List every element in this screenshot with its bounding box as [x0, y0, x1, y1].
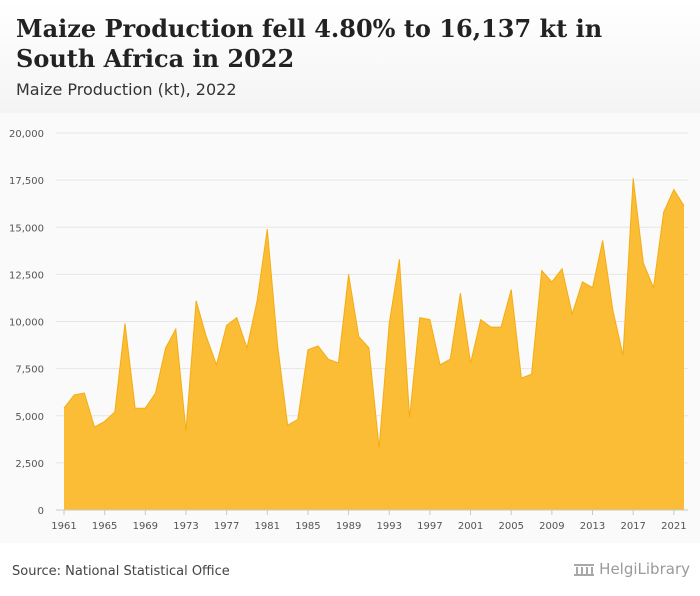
x-tick-label: 2005: [498, 521, 523, 532]
data-point: [530, 372, 534, 376]
y-tick-label: 0: [38, 506, 44, 517]
data-point: [286, 423, 290, 427]
data-point: [509, 287, 513, 291]
data-point: [591, 286, 595, 290]
data-point: [631, 176, 635, 180]
data-point: [519, 376, 523, 380]
y-tick-label: 17,500: [9, 176, 44, 187]
data-point: [621, 353, 625, 357]
data-point: [296, 418, 300, 422]
x-tick-label: 1961: [51, 521, 76, 532]
y-tick-label: 5,000: [15, 412, 44, 423]
y-tick-label: 15,000: [9, 223, 44, 234]
data-point: [82, 391, 86, 395]
data-point: [235, 316, 239, 320]
data-point: [438, 363, 442, 367]
data-point: [458, 291, 462, 295]
data-point: [387, 321, 391, 325]
x-tick-label: 1977: [214, 521, 239, 532]
data-point: [357, 335, 361, 339]
x-tick-label: 1989: [336, 521, 361, 532]
data-point: [225, 323, 229, 327]
data-point: [611, 308, 615, 312]
library-columns-icon: [574, 564, 595, 576]
data-point: [153, 391, 157, 395]
x-tick-label: 2021: [661, 521, 686, 532]
data-point: [92, 425, 96, 429]
data-point: [408, 416, 412, 420]
data-point: [448, 357, 452, 361]
data-point: [469, 361, 473, 365]
data-point: [641, 261, 645, 265]
x-tick-label: 2001: [458, 521, 483, 532]
x-tick-label: 1965: [92, 521, 117, 532]
data-point: [601, 238, 605, 242]
data-point: [652, 286, 656, 290]
y-tick-label: 2,500: [15, 459, 44, 470]
x-tick-label: 2017: [620, 521, 645, 532]
data-point: [662, 210, 666, 214]
data-point: [245, 346, 249, 350]
data-point: [550, 280, 554, 284]
data-point: [133, 406, 137, 410]
data-point: [306, 348, 310, 352]
data-point: [275, 342, 279, 346]
chart-title: Maize Production fell 4.80% to 16,137 kt…: [16, 14, 603, 73]
data-point: [174, 327, 178, 331]
x-tick-label: 1981: [255, 521, 280, 532]
data-point: [570, 312, 574, 316]
data-point: [204, 335, 208, 339]
data-point: [316, 344, 320, 348]
data-point: [479, 318, 483, 322]
data-point: [72, 393, 76, 397]
x-tick-label: 1973: [173, 521, 198, 532]
data-point: [123, 321, 127, 325]
data-point: [113, 410, 117, 414]
data-point: [214, 363, 218, 367]
source-note: Source: National Statistical Office: [12, 564, 230, 579]
data-point: [580, 280, 584, 284]
data-point: [336, 361, 340, 365]
data-point: [103, 419, 107, 423]
data-point: [143, 406, 147, 410]
data-point: [377, 446, 381, 450]
data-point: [347, 272, 351, 276]
chart-header: Maize Production fell 4.80% to 16,137 kt…: [0, 0, 700, 113]
data-point: [682, 204, 686, 208]
data-point: [194, 299, 198, 303]
x-tick-label: 1997: [417, 521, 442, 532]
maize-area-fill: [64, 178, 684, 511]
data-point: [428, 318, 432, 322]
data-point: [184, 429, 188, 433]
brand-logo[interactable]: HelgiLibrary: [573, 560, 690, 578]
data-point: [489, 325, 493, 329]
x-tick-label: 1969: [133, 521, 158, 532]
y-tick-label: 12,500: [9, 270, 44, 281]
data-point: [540, 269, 544, 273]
data-point: [326, 357, 330, 361]
data-point: [367, 346, 371, 350]
maize-area-line: [63, 178, 685, 448]
y-tick-label: 7,500: [15, 365, 44, 376]
chart-subtitle: Maize Production (kt), 2022: [16, 80, 237, 99]
x-tick-label: 2009: [539, 521, 564, 532]
data-point: [265, 227, 269, 231]
data-point: [418, 316, 422, 320]
y-tick-label: 10,000: [9, 318, 44, 329]
data-point: [164, 346, 168, 350]
data-point: [560, 267, 564, 271]
data-point: [397, 257, 401, 261]
y-tick-label: 20,000: [9, 129, 44, 140]
brand-name: HelgiLibrary: [599, 560, 690, 578]
x-tick-label: 1993: [377, 521, 402, 532]
data-point: [672, 188, 676, 192]
data-point: [255, 299, 259, 303]
x-tick-label: 1985: [295, 521, 320, 532]
data-point: [62, 406, 66, 410]
x-tick-label: 2013: [580, 521, 605, 532]
data-point: [499, 325, 503, 329]
